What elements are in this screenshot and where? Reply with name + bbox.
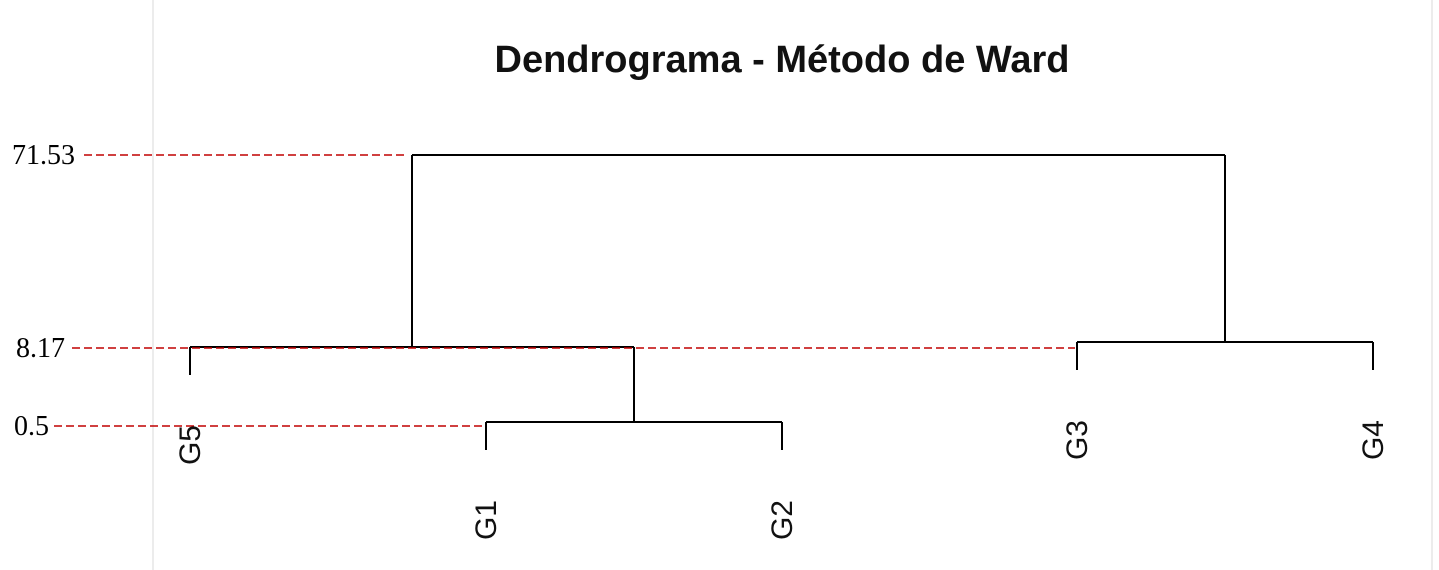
leaf-label-g2: G2 [766, 500, 799, 540]
leaf-label-g5: G5 [174, 425, 207, 465]
height-label-0-5: 0.5 [14, 411, 49, 442]
height-label-71-53: 71.53 [12, 140, 75, 171]
leaf-label-g4: G4 [1357, 420, 1390, 460]
leaf-label-g1: G1 [470, 500, 503, 540]
leaf-label-g3: G3 [1061, 420, 1094, 460]
dendrogram-branches [189, 154, 1374, 450]
chart-title: Dendrograma - Método de Ward [495, 39, 1070, 81]
height-guides: 71.53 8.17 0.5 [12, 140, 1075, 442]
leaf-labels: G5 G1 G2 G3 G4 [174, 420, 1390, 540]
height-label-8-17: 8.17 [16, 333, 65, 364]
